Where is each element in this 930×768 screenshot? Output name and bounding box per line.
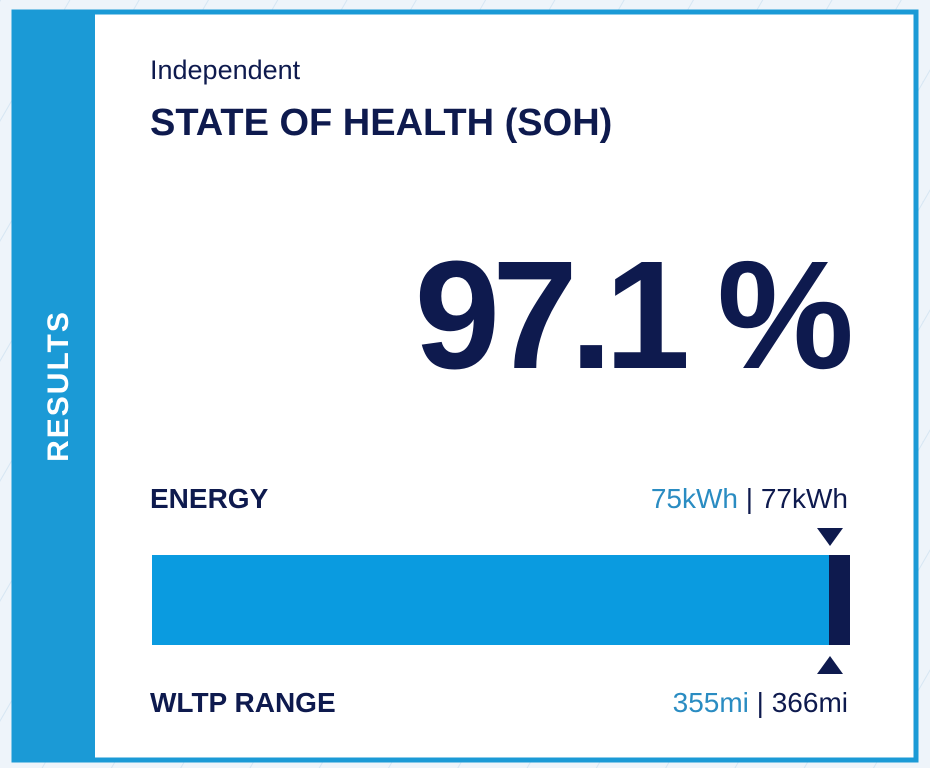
energy-label: ENERGY	[150, 483, 269, 514]
bar-end	[829, 555, 850, 645]
side-label: RESULTS	[42, 310, 75, 462]
range-current: 355mi	[673, 687, 749, 718]
health-bar	[152, 555, 830, 645]
marker-top	[817, 528, 843, 546]
energy-current: 75kWh	[651, 483, 738, 514]
soh-value: 97.1 %	[415, 229, 851, 401]
energy-values: 75kWh | 77kWh	[651, 483, 848, 514]
energy-original: 77kWh	[761, 483, 848, 514]
subtitle: Independent	[150, 55, 301, 85]
marker-bottom	[817, 656, 843, 674]
range-values: 355mi | 366mi	[673, 687, 848, 718]
separator: |	[746, 483, 753, 514]
title: STATE OF HEALTH (SOH)	[150, 102, 612, 144]
side-stripe	[12, 10, 95, 762]
separator: |	[757, 687, 764, 718]
range-label: WLTP RANGE	[150, 687, 336, 718]
range-original: 366mi	[772, 687, 848, 718]
